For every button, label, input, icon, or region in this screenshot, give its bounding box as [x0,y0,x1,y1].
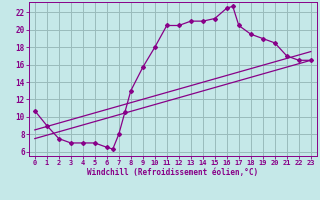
X-axis label: Windchill (Refroidissement éolien,°C): Windchill (Refroidissement éolien,°C) [87,168,258,177]
